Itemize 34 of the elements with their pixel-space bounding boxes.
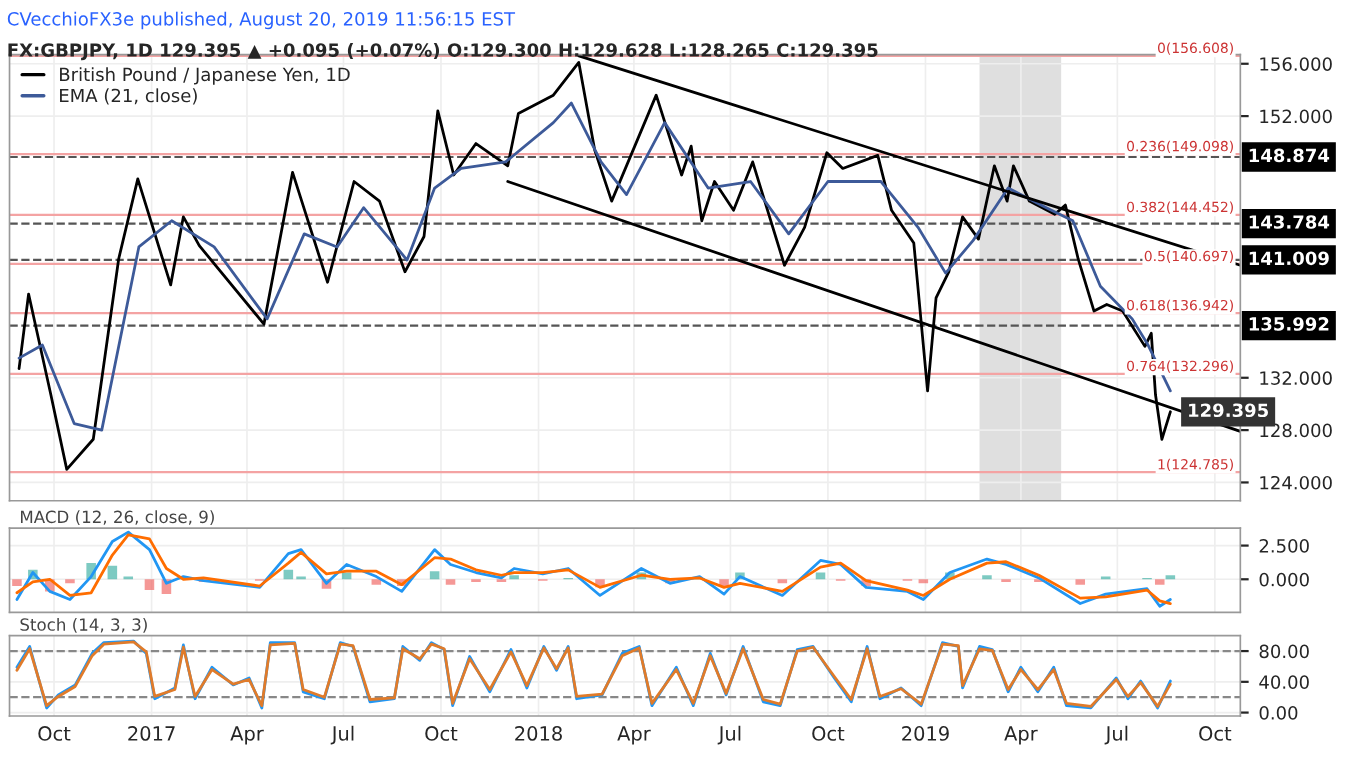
x-tick-label: 2019: [902, 726, 949, 741]
y-tick-label: 152.000: [1260, 109, 1332, 124]
y-tick-label: 0.000: [1259, 572, 1309, 587]
y-tick-label: 128.000: [1260, 423, 1332, 438]
x-tick-label: Oct: [812, 726, 845, 741]
legend-label: British Pound / Japanese Yen, 1D: [60, 67, 350, 85]
x-tick-label: Oct: [1199, 726, 1232, 741]
ref-line-label: 143.784: [1249, 215, 1330, 229]
chart-title: Stoch (14, 3, 3): [20, 617, 147, 633]
y-tick-label: 0.00: [1259, 706, 1298, 720]
legend-label: EMA (21, close): [60, 88, 197, 105]
x-tick-label: Apr: [230, 726, 264, 745]
y-tick-label: 40.00: [1259, 675, 1309, 689]
x-tick-label: Oct: [38, 726, 71, 741]
x-tick-label: Jul: [717, 725, 741, 745]
y-tick-label: 2.500: [1259, 539, 1309, 553]
x-tick-label: 2017: [128, 726, 175, 741]
chart-title: MACD (12, 26, close, 9): [21, 510, 214, 526]
x-tick-label: Jul: [330, 725, 354, 745]
y-tick-label: 132.000: [1260, 371, 1332, 385]
y-tick-label: 80.00: [1259, 644, 1309, 659]
ref-line-label: 148.874: [1249, 148, 1330, 163]
chart-subtitle: FX:GBPJPY, 1D 129.395 ▲ +0.095 (+0.07%) O:129.300 H:129.628 L:128.265 C:129.395: [8, 42, 878, 61]
ref-line-label: 135.992: [1249, 317, 1329, 331]
ref-line-label: 141.009: [1249, 251, 1329, 266]
x-tick-label: Apr: [617, 726, 651, 745]
chart-title: CVecchioFX3e published, August 20, 2019 11:56:15 EST: [7, 11, 516, 30]
y-tick-label: 124.000: [1260, 475, 1332, 490]
x-tick-label: Jul: [1104, 725, 1128, 745]
x-tick-label: Apr: [1004, 726, 1038, 745]
x-tick-label: Oct: [425, 726, 458, 741]
y-tick-label: 156.000: [1260, 57, 1332, 71]
annotation: 129.395: [1189, 403, 1268, 418]
x-tick-label: 2018: [515, 726, 562, 741]
